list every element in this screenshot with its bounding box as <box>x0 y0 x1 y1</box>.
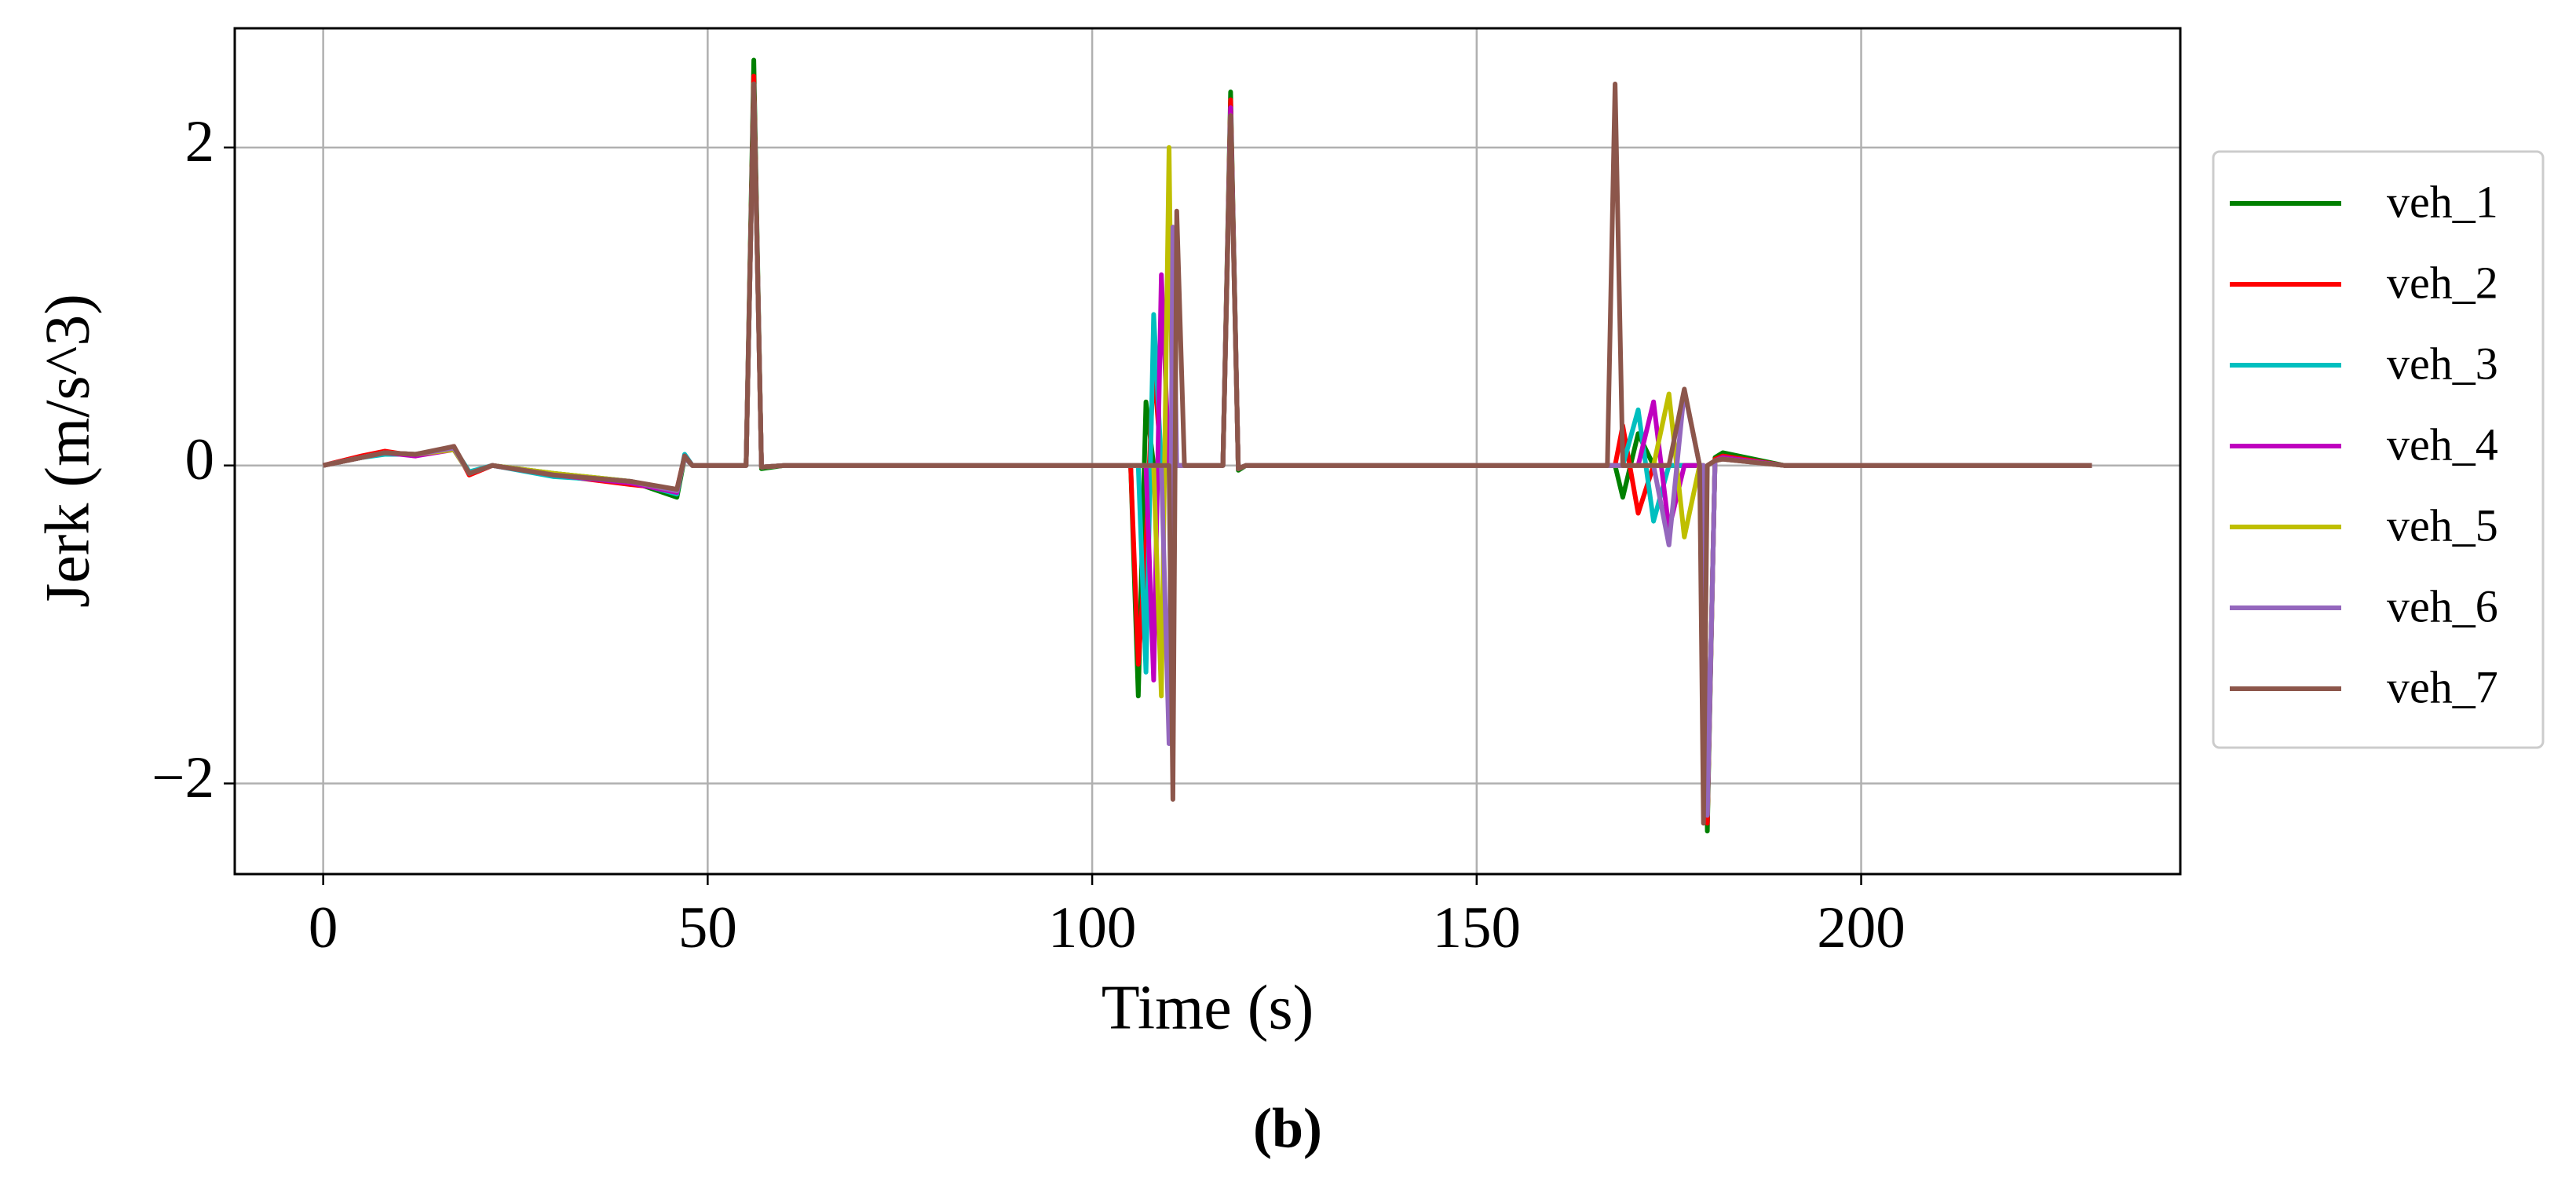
x-tick-label: 0 <box>309 895 338 960</box>
x-tick-label: 50 <box>678 895 737 960</box>
x-tick-label: 200 <box>1817 895 1906 960</box>
y-tick-label: −2 <box>152 745 214 810</box>
series-line <box>322 81 2092 826</box>
legend-label: veh_1 <box>2387 176 2498 227</box>
series-line <box>322 81 2092 818</box>
legend-label: veh_4 <box>2387 419 2498 470</box>
series-line <box>322 81 2092 818</box>
x-tick-label: 100 <box>1048 895 1137 960</box>
caption: (b) <box>1253 1097 1322 1160</box>
x-axis-label: Time (s) <box>1102 973 1314 1042</box>
plot-frame <box>233 27 2182 876</box>
legend-label: veh_2 <box>2387 257 2498 308</box>
y-tick-label: 0 <box>185 427 215 492</box>
legend-label: veh_7 <box>2387 661 2498 712</box>
y-axis-label: Jerk (m/s^3) <box>33 294 102 608</box>
legend-label: veh_3 <box>2387 338 2498 389</box>
series-line <box>322 57 2092 834</box>
x-tick-label: 150 <box>1433 895 1522 960</box>
legend-box <box>2212 150 2545 749</box>
series-line <box>322 81 2092 818</box>
series-line <box>322 73 2092 826</box>
series-line <box>322 81 2092 818</box>
y-tick-label: 2 <box>185 109 215 174</box>
legend-label: veh_5 <box>2387 499 2498 551</box>
legend-label: veh_6 <box>2387 580 2498 631</box>
